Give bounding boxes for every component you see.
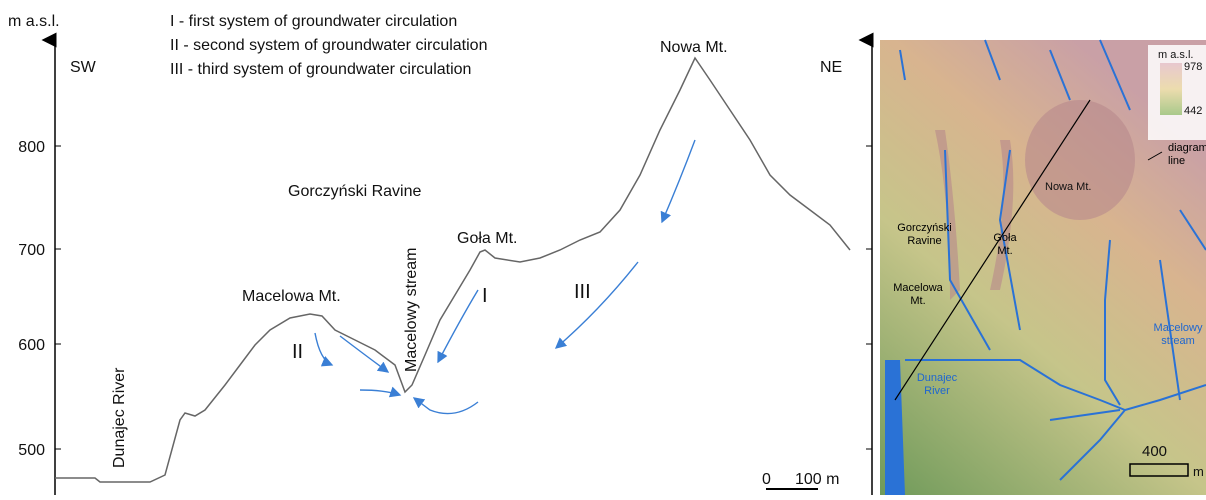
map-legend-unit: m a.s.l. bbox=[1158, 49, 1193, 61]
legend: II - second system of groundwater circul… bbox=[170, 37, 487, 54]
y-tick: 800 bbox=[18, 139, 45, 156]
streams bbox=[899, 39, 1206, 481]
scale: 0 bbox=[762, 471, 771, 488]
y-tick: 500 bbox=[18, 442, 45, 459]
system: III bbox=[574, 281, 591, 303]
ne: NE bbox=[820, 59, 842, 76]
scale: 100 m bbox=[795, 471, 839, 488]
profile: m a.s.l. SW NE 800 700 600 500 I - first… bbox=[8, 13, 874, 495]
label: Gorczyński Ravine bbox=[288, 183, 421, 200]
label: Nowa Mt. bbox=[660, 39, 728, 56]
system: II bbox=[292, 341, 303, 363]
y-tick: 600 bbox=[18, 337, 45, 354]
sw: SW bbox=[70, 59, 97, 76]
map-scale: 400 bbox=[1142, 443, 1167, 460]
label: Dunajec River bbox=[111, 367, 128, 468]
map-label: Macelowy stream bbox=[1153, 322, 1203, 347]
terrain-profile bbox=[55, 56, 851, 483]
map-line-label: diagram line bbox=[1168, 142, 1206, 167]
map-label: Dunajec River bbox=[916, 372, 958, 397]
map-scale: m bbox=[1193, 464, 1204, 479]
y-tick: 700 bbox=[18, 242, 45, 259]
label: Macelowa Mt. bbox=[242, 288, 341, 305]
system: I bbox=[482, 285, 488, 307]
legend: III - third system of groundwater circul… bbox=[170, 61, 471, 78]
legend: I - first system of groundwater circulat… bbox=[170, 13, 457, 30]
label: Goła Mt. bbox=[457, 230, 517, 247]
axis-unit: m a.s.l. bbox=[8, 13, 60, 30]
map-label: Nowa Mt. bbox=[1045, 181, 1091, 193]
map-legend-max: 978 bbox=[1184, 61, 1202, 73]
map-legend-min: 442 bbox=[1184, 105, 1202, 117]
flow-arrows bbox=[314, 139, 696, 415]
map-label: Goła Mt. bbox=[993, 232, 1017, 257]
map-label: Gorczyński Ravine bbox=[897, 222, 952, 247]
label: Macelowy stream bbox=[403, 248, 420, 372]
map-label: Macelowa Mt. bbox=[893, 282, 943, 307]
map: m a.s.l. 978 442 diagram line Nowa Mt. G… bbox=[880, 39, 1206, 495]
